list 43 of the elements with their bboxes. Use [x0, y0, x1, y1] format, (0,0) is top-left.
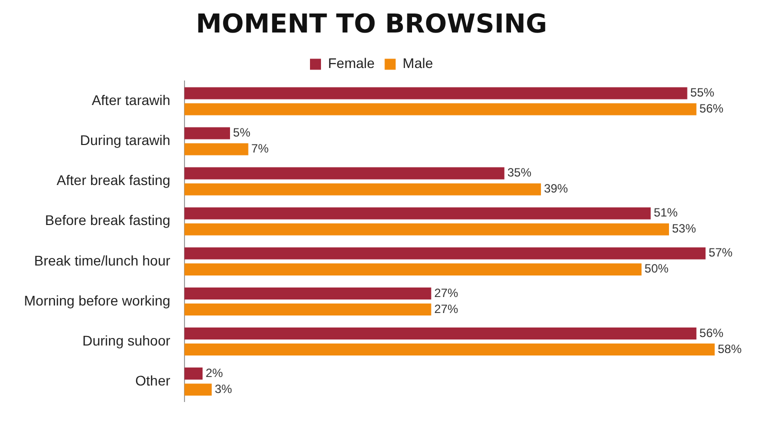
y-tick-label: Other [135, 372, 171, 388]
legend-label: Female [328, 55, 375, 72]
chart-title: MOMENT TO BROWSING [196, 9, 548, 40]
data-label: 58% [718, 342, 742, 356]
data-label: 3% [214, 382, 232, 396]
data-label: 35% [507, 166, 532, 180]
data-label: 50% [644, 262, 669, 276]
bar [184, 103, 696, 116]
data-label: 5% [233, 126, 251, 140]
data-label: 56% [699, 326, 724, 340]
data-label: 55% [690, 86, 715, 100]
data-label: 7% [251, 142, 269, 156]
data-label: 39% [544, 182, 568, 196]
bar [184, 344, 715, 356]
y-tick-label: Morning before working [24, 292, 170, 308]
legend-label: Male [402, 55, 434, 72]
data-label: 51% [654, 206, 678, 220]
data-label: 53% [672, 222, 696, 236]
bar [184, 368, 203, 380]
data-label: 56% [699, 102, 724, 116]
bar [184, 247, 706, 260]
y-tick-label: After tarawih [92, 92, 170, 108]
bar [184, 328, 696, 340]
y-tick-label: During tarawih [80, 132, 170, 148]
data-label: 2% [206, 366, 224, 380]
data-label: 57% [708, 246, 733, 260]
bar [184, 183, 541, 196]
bar [184, 87, 688, 100]
data-label: 27% [434, 302, 459, 316]
bar [184, 207, 651, 220]
y-tick-label: During suhoor [82, 332, 171, 348]
bar [184, 143, 248, 156]
y-tick-label: Break time/lunch hour [34, 252, 171, 268]
bar [184, 127, 230, 140]
y-tick-label: After break fasting [56, 172, 170, 188]
bar [184, 303, 432, 316]
bar [184, 287, 432, 300]
bar [184, 384, 212, 396]
bar [184, 223, 669, 236]
bar [184, 263, 642, 276]
bar [184, 167, 504, 180]
data-label: 27% [434, 286, 459, 300]
y-tick-label: Before break fasting [45, 212, 170, 228]
